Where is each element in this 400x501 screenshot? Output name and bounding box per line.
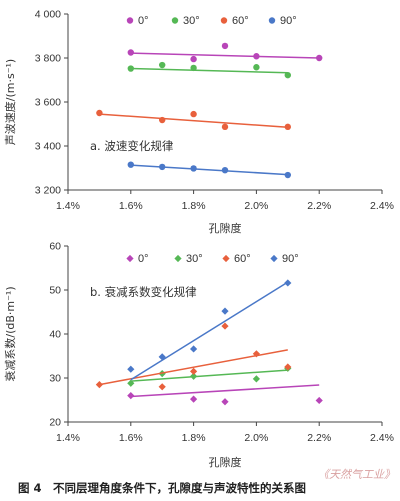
panel-a-velocity: 3 200 3 400 3 600 3 800 4 000 1.4% 1.6% 1.8% 2.0… [3, 9, 394, 236]
trendline-90 [130, 281, 289, 381]
legend-marker-90 [270, 254, 278, 263]
data-point-30 [284, 71, 291, 79]
y-tick-label: 30 [49, 373, 61, 385]
trendline-30 [130, 67, 288, 74]
data-point-30 [127, 65, 134, 72]
x-axis-label: 孔隙度 [209, 221, 242, 235]
panel-title: b. 衰减系数变化规律 [90, 285, 197, 299]
legend-marker-30 [174, 254, 182, 263]
data-point-90 [284, 171, 291, 179]
legend-label-0: 0° [138, 253, 149, 265]
x-tick-label: 2.2% [307, 200, 331, 212]
data-point-30 [253, 64, 260, 71]
panel-title: a. 波速变化规律 [90, 139, 174, 153]
data-point-60 [221, 322, 229, 330]
x-tick-label: 2.4% [370, 432, 394, 444]
legend-marker-60 [222, 254, 230, 263]
x-tick-label: 1.6% [119, 432, 143, 444]
trendline-60 [99, 113, 288, 129]
data-point-60 [190, 367, 198, 375]
y-tick-label: 4 000 [35, 9, 61, 21]
x-tick-label: 2.4% [370, 200, 394, 212]
trendline-90 [130, 164, 288, 176]
data-point-60 [284, 123, 291, 131]
panel-b-attenuation: 20 30 40 50 60 1.4% 1.6% 1.8% 2.0% 2.2% 2.4% 孔隙度 衰减系… [3, 241, 394, 470]
y-tick-label: 20 [49, 417, 61, 429]
x-tick-label: 2.0% [244, 200, 268, 212]
data-point-90 [127, 365, 135, 373]
trendline-0 [130, 384, 320, 398]
data-point-0 [127, 49, 134, 56]
data-point-0 [221, 42, 229, 50]
x-tick-label: 2.0% [244, 432, 268, 444]
legend-label-90: 90° [282, 253, 299, 265]
x-tick-label: 1.4% [56, 200, 80, 212]
legend-label-60: 60° [232, 15, 249, 27]
data-point-0 [315, 396, 323, 405]
data-point-0 [127, 392, 135, 400]
x-tick-label: 1.6% [119, 200, 143, 212]
data-point-60 [284, 363, 292, 371]
x-tick-label: 2.2% [307, 432, 331, 444]
data-point-90 [159, 163, 166, 171]
data-point-90 [221, 307, 229, 315]
y-tick-label: 3 600 [35, 97, 61, 109]
data-point-90 [190, 345, 198, 353]
data-point-30 [190, 64, 197, 72]
y-tick-label: 40 [49, 329, 61, 341]
x-tick-label: 1.8% [182, 432, 206, 444]
data-point-60 [252, 350, 260, 358]
data-point-30 [127, 379, 135, 387]
y-axis-label: 衰减系数/(dB·m⁻¹) [3, 286, 17, 381]
legend-marker-90 [268, 17, 276, 24]
watermark: 《天然气工业》 [318, 468, 395, 481]
legend-marker-60 [220, 17, 228, 24]
x-tick-label: 1.8% [182, 200, 206, 212]
trendline-0 [130, 52, 320, 59]
y-tick-label: 3 200 [35, 185, 61, 197]
data-point-30 [190, 372, 198, 380]
data-point-90 [284, 279, 292, 287]
data-point-60 [95, 381, 103, 389]
data-point-0 [316, 54, 323, 62]
legend-marker-0 [126, 17, 134, 24]
trendline-30 [130, 369, 288, 382]
x-tick-label: 1.4% [56, 432, 80, 444]
data-point-60 [96, 109, 103, 117]
data-point-0 [253, 53, 260, 60]
data-point-0 [190, 55, 197, 63]
x-axis-label: 孔隙度 [209, 455, 242, 469]
legend-label-30: 30° [183, 15, 200, 27]
data-point-90 [221, 167, 229, 174]
y-axis-label: 声波速度/(m·s⁻¹) [3, 59, 17, 145]
data-point-30 [159, 61, 166, 69]
data-point-90 [127, 161, 134, 168]
legend-label-60: 60° [234, 253, 251, 265]
data-point-90 [190, 165, 197, 172]
y-tick-label: 3 400 [35, 141, 61, 153]
legend-label-0: 0° [138, 15, 149, 27]
y-tick-label: 50 [49, 285, 61, 297]
figure-caption: 图 4 不同层理角度条件下，孔隙度与声波特性的关系图 [18, 481, 306, 495]
legend-marker-30 [171, 17, 179, 24]
data-point-0 [190, 395, 198, 403]
data-point-60 [221, 123, 229, 131]
data-point-60 [159, 116, 166, 124]
legend-label-30: 30° [186, 253, 203, 265]
data-point-90 [158, 353, 166, 361]
data-point-60 [158, 383, 166, 391]
y-tick-label: 60 [49, 241, 61, 253]
legend-label-90: 90° [280, 15, 297, 27]
data-point-60 [190, 110, 197, 118]
y-tick-label: 3 800 [35, 53, 61, 65]
data-point-30 [252, 375, 260, 383]
data-point-0 [221, 398, 229, 406]
legend-marker-0 [126, 254, 134, 263]
